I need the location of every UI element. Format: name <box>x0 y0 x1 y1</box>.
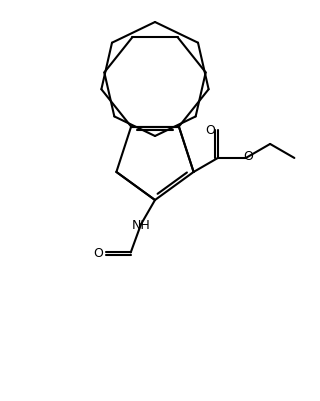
Text: O: O <box>205 124 215 137</box>
Text: O: O <box>93 246 103 259</box>
Text: NH: NH <box>132 218 150 231</box>
Text: O: O <box>243 150 253 163</box>
